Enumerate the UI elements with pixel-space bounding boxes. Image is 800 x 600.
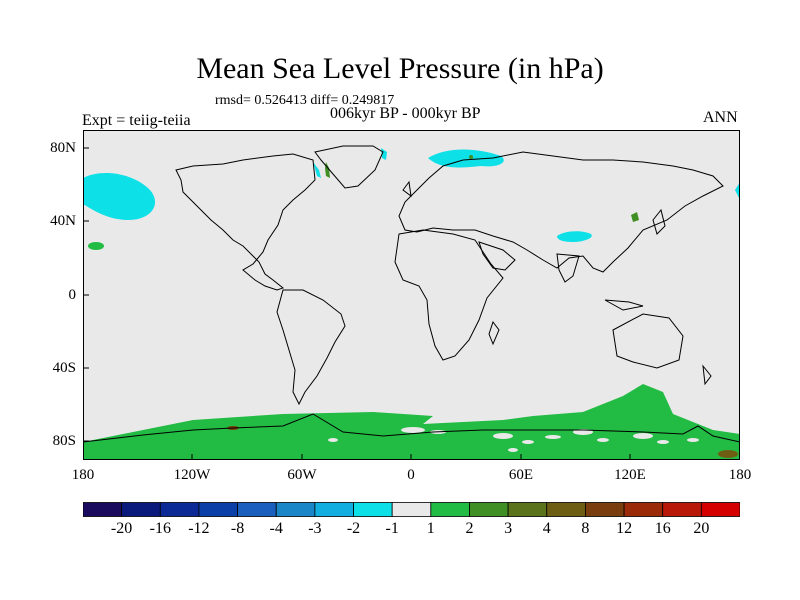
colorbar-label: 8 (581, 520, 590, 537)
colorbar-label: -3 (308, 520, 322, 537)
period-label: 006kyr BP - 000kyr BP (330, 105, 481, 122)
pacific-positive-patch (88, 242, 104, 250)
siberia-positive-dot (469, 155, 473, 159)
map-ticks (83, 147, 631, 460)
colorbar-label: 4 (542, 520, 551, 537)
uk-coast (402, 180, 412, 198)
eurasia-coast (398, 151, 724, 273)
lon-label-180w: 180 (71, 467, 95, 483)
colorbar-label: -20 (110, 520, 133, 537)
north-pacific-negative-region (83, 173, 156, 220)
lat-label-80s: 80S (52, 433, 76, 449)
lon-label-60w: 60W (287, 467, 317, 483)
colorbar-box (469, 502, 509, 517)
colorbar-box (430, 502, 470, 517)
siberia-negative-region (428, 149, 504, 168)
colorbar-label: 1 (426, 520, 435, 537)
greenland-negative-region (313, 162, 321, 178)
japan-coast (652, 208, 666, 235)
new-zealand-coast (702, 364, 712, 386)
colorbar-box (700, 502, 740, 517)
colorbar-label: -4 (269, 520, 283, 537)
colorbar-box (662, 502, 702, 517)
antarctic-strong-patch (718, 450, 738, 458)
coastlines (83, 145, 740, 443)
season-label: ANN (703, 109, 738, 126)
colorbar-label: 3 (504, 520, 513, 537)
colorbar-label: -12 (188, 520, 210, 537)
lon-label-60e: 60E (508, 467, 534, 483)
colorbar-box (237, 502, 277, 517)
colorbar-box (507, 502, 548, 517)
colorbar-label: -2 (346, 520, 361, 537)
stats-text: rmsd= 0.526413 diff= 0.249817 (215, 93, 395, 108)
colorbar-label: -16 (149, 520, 171, 537)
lon-label-180e: 180 (728, 467, 752, 483)
north-america-coast (175, 153, 316, 291)
south-america-coast (276, 289, 346, 406)
madagascar-coast (488, 320, 500, 346)
colorbar-box (585, 502, 625, 517)
arabia-coast (478, 241, 516, 271)
colorbar-label: 2 (465, 520, 474, 537)
greenland-coast (314, 145, 384, 189)
india-coast (556, 253, 580, 283)
colorbar-label: 12 (616, 520, 633, 537)
africa-coast (394, 229, 504, 361)
tibet-negative-region (557, 231, 592, 242)
pressure-anomaly-map (83, 130, 740, 460)
colorbar-label: -8 (230, 520, 245, 537)
colorbar (83, 502, 740, 517)
colorbar-box (314, 502, 354, 517)
lat-label-40s: 40S (52, 360, 76, 376)
colorbar-box (159, 502, 200, 517)
antarctica-coast (142, 413, 740, 443)
lat-label-80n: 80N (50, 140, 76, 156)
asia-positive-patch (631, 212, 639, 222)
colorbar-box (121, 502, 161, 517)
colorbar-box (623, 502, 664, 517)
colorbar-box (546, 502, 586, 517)
colorbar-label: 16 (654, 520, 671, 537)
lat-label-40n: 40N (50, 213, 76, 229)
east-pacific-negative-edge (735, 182, 740, 200)
colorbar-box (391, 502, 432, 517)
lon-label-120e: 120E (614, 467, 646, 483)
arctic-negative-patch (381, 148, 387, 160)
colorbar-box (275, 502, 316, 517)
antarctic-positive-region (83, 384, 740, 460)
indonesia-coast (604, 299, 644, 311)
lat-label-0: 0 (68, 287, 77, 303)
antarctica-inner-line (83, 434, 144, 443)
lon-label-0: 0 (407, 467, 415, 483)
lon-label-120w: 120W (173, 467, 211, 483)
anomaly-fills (83, 148, 740, 460)
colorbar-box (353, 502, 393, 517)
colorbar-label: 20 (693, 520, 710, 537)
antarctic-grey-holes (328, 427, 699, 452)
map-title: Mean Sea Level Pressure (in hPa) (196, 52, 604, 85)
colorbar-label: -1 (385, 520, 399, 537)
colorbar-box (83, 502, 123, 517)
australia-coast (612, 313, 684, 369)
colorbar-box (198, 502, 238, 517)
experiment-label: Expt = teiig-teiia (82, 112, 191, 129)
